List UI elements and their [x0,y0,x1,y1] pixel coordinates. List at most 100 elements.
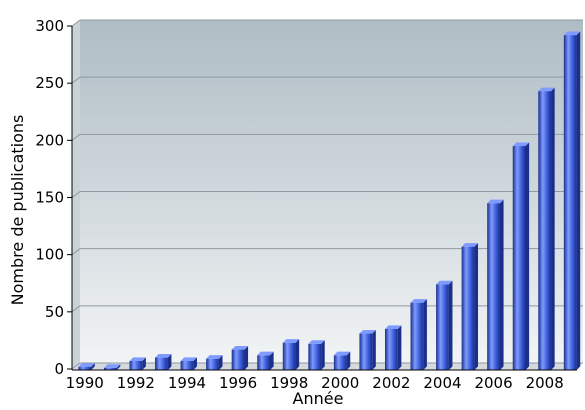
bar-side [551,87,555,370]
bar-side [321,340,325,370]
bar-front [103,367,117,370]
y-tick-labels: 0 50 100 150 200 250 300 [35,17,64,378]
x-tick-label: 1996 [219,374,257,392]
bar-side [193,357,197,370]
bar [78,363,95,370]
plot-floor [72,363,583,370]
bar [563,31,581,371]
bar-front [461,246,475,370]
bars [78,31,581,371]
gridline-side [71,248,81,256]
x-tick-label: 2004 [423,374,461,392]
bar-top [461,243,479,247]
bar-side [295,339,300,370]
bar-front [206,358,219,370]
bar-front [129,360,143,370]
bar-side [116,364,121,370]
x-axis-title: Année [293,389,344,408]
bar-side [525,142,530,370]
axes [67,25,577,371]
bar-front [308,343,322,370]
bar-side [448,280,453,370]
bar-side [499,199,504,370]
bar-top [103,364,121,368]
bar [129,357,146,370]
bar-front [436,284,449,370]
bar-side [244,345,249,370]
x-tick-label: 1998 [270,374,308,392]
bar-front [359,333,373,370]
bar-top [384,325,402,329]
bar-top [129,357,146,361]
y-tick-label: 150 [35,189,64,207]
y-tick-label: 100 [35,246,64,264]
bar-side [423,299,427,370]
bar-top [78,363,95,367]
bar-top [359,329,376,334]
bar [384,325,402,370]
x-tick-label: 2008 [526,374,564,392]
y-axis-title: Nombre de publications [8,115,27,306]
gridline-side [71,362,81,370]
gridline-side [71,133,81,141]
bar-side [142,357,146,370]
bar-side [167,353,172,370]
bar [487,199,504,370]
gridline-side [71,19,81,27]
bar [512,142,530,370]
bar [282,339,300,370]
bar [180,357,197,370]
plot-background-layer [72,20,583,370]
bar-top [538,87,555,92]
bar [257,351,274,370]
bar-side [576,31,581,371]
bar [333,351,351,370]
bar [538,87,555,371]
bar-front [78,366,92,370]
bar-front [487,203,500,370]
bar-side [346,351,351,370]
bar-side [270,351,274,370]
x-tick-label: 1990 [66,374,104,392]
bar-top [308,340,325,344]
bar [308,340,325,370]
gridline-side [71,76,81,84]
bar-top [512,142,530,147]
x-tick-label: 2006 [474,374,512,392]
bar-top [155,353,172,358]
bar-top [282,339,300,343]
x-tick-label: 2000 [321,374,359,392]
bar [155,353,172,370]
x-tick-label: 1994 [168,374,206,392]
y-tick-label: 200 [35,131,64,149]
bar-front [563,35,577,370]
bar-front [538,91,552,371]
bar-front [410,302,424,370]
bar-front [384,328,398,370]
bar-top [333,351,351,356]
x-tick-label: 1992 [117,374,155,392]
bar-front [180,360,194,370]
y-tick-label: 0 [54,360,64,378]
y-tick-label: 300 [35,17,64,35]
bar [410,299,427,370]
bar [103,364,121,370]
bar-top [410,299,427,303]
bar-side [218,355,223,370]
bar [359,329,376,370]
y-tick-label: 50 [45,303,64,321]
bar-front [155,357,168,370]
gridline-side [71,305,81,313]
bar-side [474,243,479,370]
gridline-side [71,191,81,198]
bar-side [91,363,95,370]
x-tick-labels: 1990 1992 1994 1996 1998 2000 2002 2004 2006 2008 [66,374,564,392]
bar-top [563,31,581,36]
bar-top [180,357,197,361]
bar [231,345,249,370]
bar-top [206,355,223,359]
bar [461,243,479,370]
bar-front [512,146,526,370]
